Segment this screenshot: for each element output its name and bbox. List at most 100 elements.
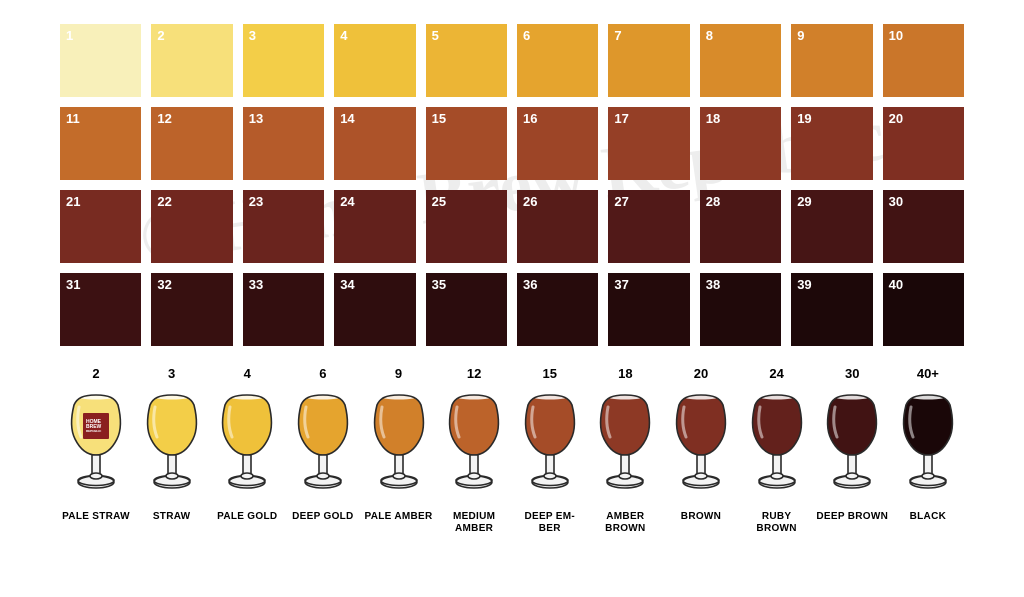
beer-glass <box>292 387 354 497</box>
beer-glass-column: 15 DEEP EM-BER <box>514 366 586 534</box>
srm-swatch-number: 11 <box>66 111 80 126</box>
srm-swatch: 17 <box>608 107 689 180</box>
beer-glass-column: 18 AMBER BROWN <box>589 366 661 534</box>
glass-style-label: DEEP GOLD <box>292 511 353 523</box>
glass-style-label: DEEP BROWN <box>816 511 888 523</box>
beer-glass-column: 9 PALE AMBER <box>363 366 435 534</box>
srm-swatch-number: 8 <box>706 28 713 43</box>
beer-glass-column: 30 DEEP BROWN <box>816 366 888 534</box>
srm-swatch: 5 <box>426 24 507 97</box>
srm-swatch-number: 21 <box>66 194 80 209</box>
srm-swatch: 38 <box>700 273 781 346</box>
srm-swatch-number: 30 <box>889 194 903 209</box>
srm-swatch: 20 <box>883 107 964 180</box>
srm-swatch-number: 27 <box>614 194 628 209</box>
srm-swatch: 7 <box>608 24 689 97</box>
srm-swatch: 3 <box>243 24 324 97</box>
srm-swatch-number: 39 <box>797 277 811 292</box>
srm-swatch-number: 14 <box>340 111 354 126</box>
beer-glass <box>821 387 883 497</box>
glass-srm-value: 6 <box>319 366 326 381</box>
glass-style-label: PALE STRAW <box>62 511 130 523</box>
srm-swatch-number: 20 <box>889 111 903 126</box>
beer-glass <box>670 387 732 497</box>
srm-swatch-number: 40 <box>889 277 903 292</box>
srm-swatch: 36 <box>517 273 598 346</box>
srm-swatch: 37 <box>608 273 689 346</box>
glass-srm-value: 2 <box>92 366 99 381</box>
glass-srm-value: 9 <box>395 366 402 381</box>
srm-swatch-number: 37 <box>614 277 628 292</box>
srm-swatch: 11 <box>60 107 141 180</box>
srm-swatch: 28 <box>700 190 781 263</box>
beer-glass <box>443 387 505 497</box>
srm-swatch: 16 <box>517 107 598 180</box>
srm-swatch-number: 26 <box>523 194 537 209</box>
srm-swatch: 2 <box>151 24 232 97</box>
srm-swatch-number: 18 <box>706 111 720 126</box>
beer-glass-column: 24 RUBY BROWN <box>741 366 813 534</box>
srm-swatch: 12 <box>151 107 232 180</box>
srm-swatch-number: 32 <box>157 277 171 292</box>
srm-swatch: 26 <box>517 190 598 263</box>
srm-swatch: 30 <box>883 190 964 263</box>
glass-srm-value: 15 <box>543 366 557 381</box>
glass-srm-value: 18 <box>618 366 632 381</box>
srm-swatch: 34 <box>334 273 415 346</box>
srm-swatch: 8 <box>700 24 781 97</box>
srm-swatch-number: 22 <box>157 194 171 209</box>
glass-srm-value: 20 <box>694 366 708 381</box>
srm-swatch-number: 24 <box>340 194 354 209</box>
srm-swatch-number: 36 <box>523 277 537 292</box>
srm-swatch-number: 7 <box>614 28 621 43</box>
srm-swatch-number: 28 <box>706 194 720 209</box>
glass-style-label: AMBER BROWN <box>589 511 661 534</box>
srm-swatch-number: 4 <box>340 28 347 43</box>
beer-glass <box>594 387 656 497</box>
srm-swatch: 9 <box>791 24 872 97</box>
srm-swatch-number: 34 <box>340 277 354 292</box>
beer-glass <box>368 387 430 497</box>
glass-srm-value: 12 <box>467 366 481 381</box>
srm-swatch-number: 3 <box>249 28 256 43</box>
glass-srm-value: 4 <box>244 366 251 381</box>
srm-swatch-number: 29 <box>797 194 811 209</box>
srm-swatch: 18 <box>700 107 781 180</box>
srm-swatch-number: 5 <box>432 28 439 43</box>
glass-style-label: PALE AMBER <box>365 511 433 523</box>
beer-glass-column: 4 PALE GOLD <box>211 366 283 534</box>
srm-swatch: 32 <box>151 273 232 346</box>
beer-glass-column: 12 MEDIUM AMBER <box>438 366 510 534</box>
srm-swatch-number: 15 <box>432 111 446 126</box>
srm-swatch-number: 19 <box>797 111 811 126</box>
srm-swatch: 19 <box>791 107 872 180</box>
srm-swatch: 21 <box>60 190 141 263</box>
glass-style-label: BROWN <box>681 511 721 523</box>
glass-style-label: DEEP EM-BER <box>524 511 575 534</box>
srm-swatch: 31 <box>60 273 141 346</box>
srm-swatch: 33 <box>243 273 324 346</box>
srm-swatch: 39 <box>791 273 872 346</box>
beer-glass-column: 3 STRAW <box>136 366 208 534</box>
srm-swatch-number: 23 <box>249 194 263 209</box>
srm-swatch-number: 13 <box>249 111 263 126</box>
glass-style-label: STRAW <box>153 511 191 523</box>
srm-swatch-number: 33 <box>249 277 263 292</box>
beer-glass-column: 2 HOMEBREWREPUBLICPALE STRAW <box>60 366 132 534</box>
srm-swatch-number: 12 <box>157 111 171 126</box>
srm-swatch-grid: 1234567891011121314151617181920212223242… <box>60 24 964 346</box>
srm-swatch-number: 17 <box>614 111 628 126</box>
srm-swatch-number: 6 <box>523 28 530 43</box>
glass-srm-value: 3 <box>168 366 175 381</box>
beer-glass <box>897 387 959 497</box>
srm-swatch: 13 <box>243 107 324 180</box>
beer-glass-column: 6 DEEP GOLD <box>287 366 359 534</box>
beer-glass-column: 40+ BLACK <box>892 366 964 534</box>
glass-style-label: MEDIUM AMBER <box>438 511 510 534</box>
srm-swatch-number: 35 <box>432 277 446 292</box>
glass-style-label: BLACK <box>910 511 947 523</box>
srm-swatch: 24 <box>334 190 415 263</box>
srm-swatch: 4 <box>334 24 415 97</box>
glass-style-label: PALE GOLD <box>217 511 277 523</box>
srm-swatch: 27 <box>608 190 689 263</box>
